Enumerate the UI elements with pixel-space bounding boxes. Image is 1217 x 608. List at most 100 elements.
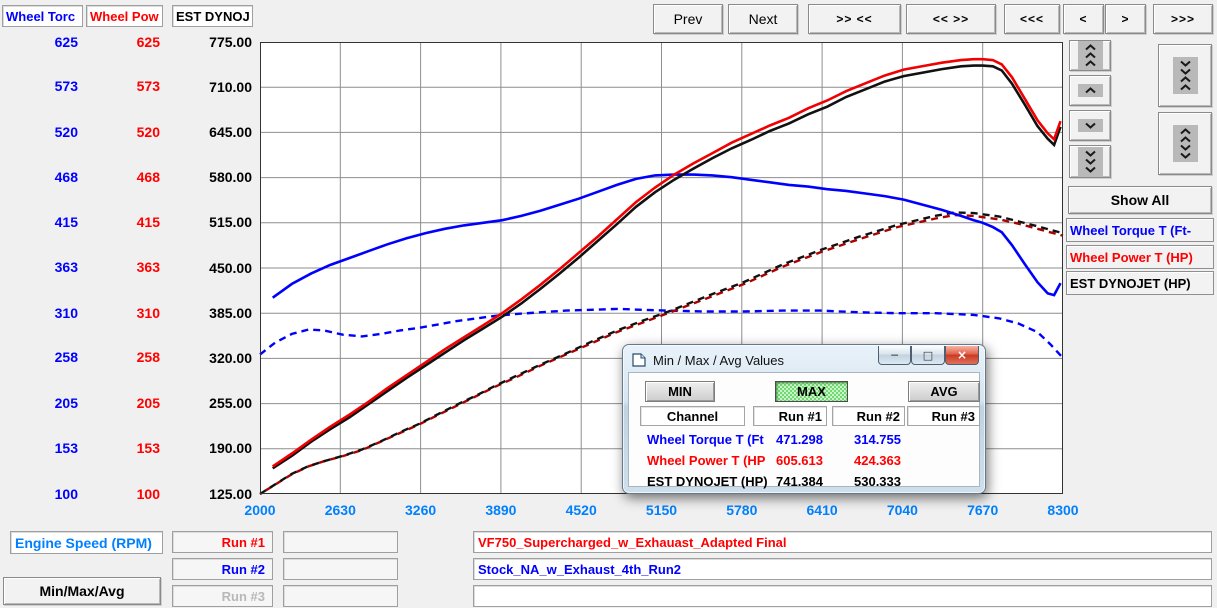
run1-extra-box[interactable] — [283, 531, 398, 553]
y-tick-label: 100 — [136, 485, 160, 502]
run3-label-box[interactable]: Run #3 — [172, 585, 273, 607]
pan-left-button[interactable]: < — [1063, 4, 1104, 34]
max-power-run1: 605.613 — [776, 453, 823, 468]
x-tick-label: 2000 — [244, 502, 276, 518]
scroll-up-page-button[interactable] — [1069, 40, 1111, 71]
y-tick-label: 573 — [136, 78, 160, 95]
avg-button[interactable]: AVG — [908, 381, 980, 402]
y-tick-label: 205 — [54, 395, 78, 412]
run2-name-box[interactable]: Stock_NA_w_Exhaust_4th_Run2 — [473, 558, 1212, 580]
y-tick-label: 310 — [54, 304, 78, 321]
x-tick-label: 3890 — [485, 502, 517, 518]
y-tick-label: 775.00 — [209, 33, 252, 50]
axis-header-wheel-torque[interactable]: Wheel Torc — [2, 5, 83, 27]
y-tick-label: 258 — [54, 349, 78, 366]
axis-header-est-dynojet[interactable]: EST DYNOJ — [172, 5, 253, 27]
axis-header-wheel-power[interactable]: Wheel Pow — [86, 5, 163, 27]
y-tick-label: 450.00 — [209, 259, 252, 276]
popup-title: Min / Max / Avg Values — [653, 353, 785, 368]
legend-wheel-torque[interactable]: Wheel Torque T (Ft- — [1066, 218, 1214, 242]
legend-wheel-power[interactable]: Wheel Power T (HP) — [1066, 245, 1214, 269]
y-tick-label: 415 — [54, 214, 78, 231]
popup-content: MIN MAX AVG Channel Run #1 Run #2 Run #3… — [628, 372, 980, 489]
x-tick-label: 8300 — [1047, 502, 1079, 518]
y-tick-label: 573 — [54, 78, 78, 95]
run3-extra-box[interactable] — [283, 585, 398, 607]
column-header-run2: Run #2 — [832, 406, 905, 426]
y-tick-label: 468 — [54, 168, 78, 185]
y-tick-label: 625 — [54, 33, 78, 50]
next-button[interactable]: Next — [728, 4, 798, 34]
y-tick-label: 520 — [54, 123, 78, 140]
row-label-est-dynojet: EST DYNOJET (HP) — [647, 474, 768, 489]
triple-chevron-down-icon — [1077, 147, 1103, 176]
max-power-run2: 424.363 — [854, 453, 901, 468]
minmax-avg-button[interactable]: Min/Max/Avg — [3, 577, 161, 605]
column-header-channel: Channel — [640, 406, 745, 426]
x-tick-label: 7670 — [967, 502, 999, 518]
x-tick-label: 6410 — [806, 502, 838, 518]
column-header-run1: Run #1 — [753, 406, 827, 426]
zoom-out-x-button[interactable]: << >> — [906, 4, 996, 34]
y-tick-label: 468 — [136, 168, 160, 185]
pan-right-button[interactable]: > — [1105, 4, 1146, 34]
show-all-button[interactable]: Show All — [1068, 186, 1212, 214]
legend-est-dynojet[interactable]: EST DYNOJET (HP) — [1066, 271, 1214, 295]
y-tick-label: 580.00 — [209, 169, 252, 186]
chevrons-converge-icon — [1172, 57, 1198, 94]
max-dynojet-run1: 741.384 — [776, 474, 823, 489]
y-tick-label: 255.00 — [209, 395, 252, 412]
y-tick-label: 205 — [136, 395, 160, 412]
expand-y-scale-button[interactable] — [1158, 112, 1212, 175]
run1-label-box[interactable]: Run #1 — [172, 531, 273, 553]
y-tick-label: 125.00 — [209, 485, 252, 502]
max-dynojet-run2: 530.333 — [854, 474, 901, 489]
zoom-in-x-button[interactable]: >> << — [808, 4, 901, 34]
y-tick-label: 190.00 — [209, 440, 252, 457]
row-label-wheel-torque: Wheel Torque T (Ft — [647, 432, 764, 447]
close-button[interactable]: × — [945, 346, 979, 365]
chevrons-diverge-icon — [1172, 125, 1198, 162]
max-button[interactable]: MAX — [775, 381, 848, 402]
run1-name-box[interactable]: VF750_Supercharged_w_Exhauast_Adapted Fi… — [473, 531, 1212, 553]
scroll-down-button[interactable] — [1069, 110, 1111, 141]
y-tick-label: 310 — [136, 304, 160, 321]
y-tick-label: 415 — [136, 214, 160, 231]
compress-y-scale-button[interactable] — [1158, 44, 1212, 107]
x-tick-label: 7040 — [886, 502, 918, 518]
run2-extra-box[interactable] — [283, 558, 398, 580]
y-tick-label: 258 — [136, 349, 160, 366]
y-tick-label: 153 — [136, 439, 160, 456]
y-tick-label: 320.00 — [209, 349, 252, 366]
x-tick-label: 2630 — [324, 502, 356, 518]
minmax-window-icon — [631, 352, 647, 368]
run3-name-box[interactable] — [473, 585, 1212, 607]
maximize-button[interactable]: □ — [911, 346, 945, 365]
prev-button[interactable]: Prev — [653, 4, 723, 34]
max-torque-run1: 471.298 — [776, 432, 823, 447]
triple-chevron-up-icon — [1077, 41, 1103, 70]
x-tick-label: 4520 — [565, 502, 597, 518]
y-tick-label: 363 — [54, 259, 78, 276]
minimize-button[interactable]: ─ — [878, 346, 911, 365]
y-tick-label: 153 — [54, 439, 78, 456]
y-tick-label: 520 — [136, 123, 160, 140]
chevron-down-icon — [1077, 119, 1103, 132]
min-button[interactable]: MIN — [645, 381, 715, 402]
x-tick-label: 5150 — [645, 502, 678, 518]
scroll-down-page-button[interactable] — [1069, 145, 1111, 178]
x-axis-channel-box[interactable]: Engine Speed (RPM) — [10, 531, 163, 554]
x-tick-label: 5780 — [726, 502, 758, 518]
x-axis-labels: 2000 2630 3260 3890 4520 5150 5780 6410 7040 7670… — [244, 502, 1078, 522]
x-tick-label: 3260 — [405, 502, 437, 518]
minmax-values-window[interactable]: Min / Max / Avg Values ─ □ × MIN MAX AVG… — [622, 344, 986, 494]
y-tick-label: 385.00 — [209, 304, 252, 321]
run2-label-box[interactable]: Run #2 — [172, 558, 273, 580]
pan-far-right-button[interactable]: >>> — [1153, 4, 1213, 34]
y-tick-label: 100 — [54, 485, 78, 502]
y-tick-label: 363 — [136, 259, 160, 276]
row-label-wheel-power: Wheel Power T (HP — [647, 453, 766, 468]
scroll-up-button[interactable] — [1069, 75, 1111, 106]
pan-far-left-button[interactable]: <<< — [1004, 4, 1060, 34]
